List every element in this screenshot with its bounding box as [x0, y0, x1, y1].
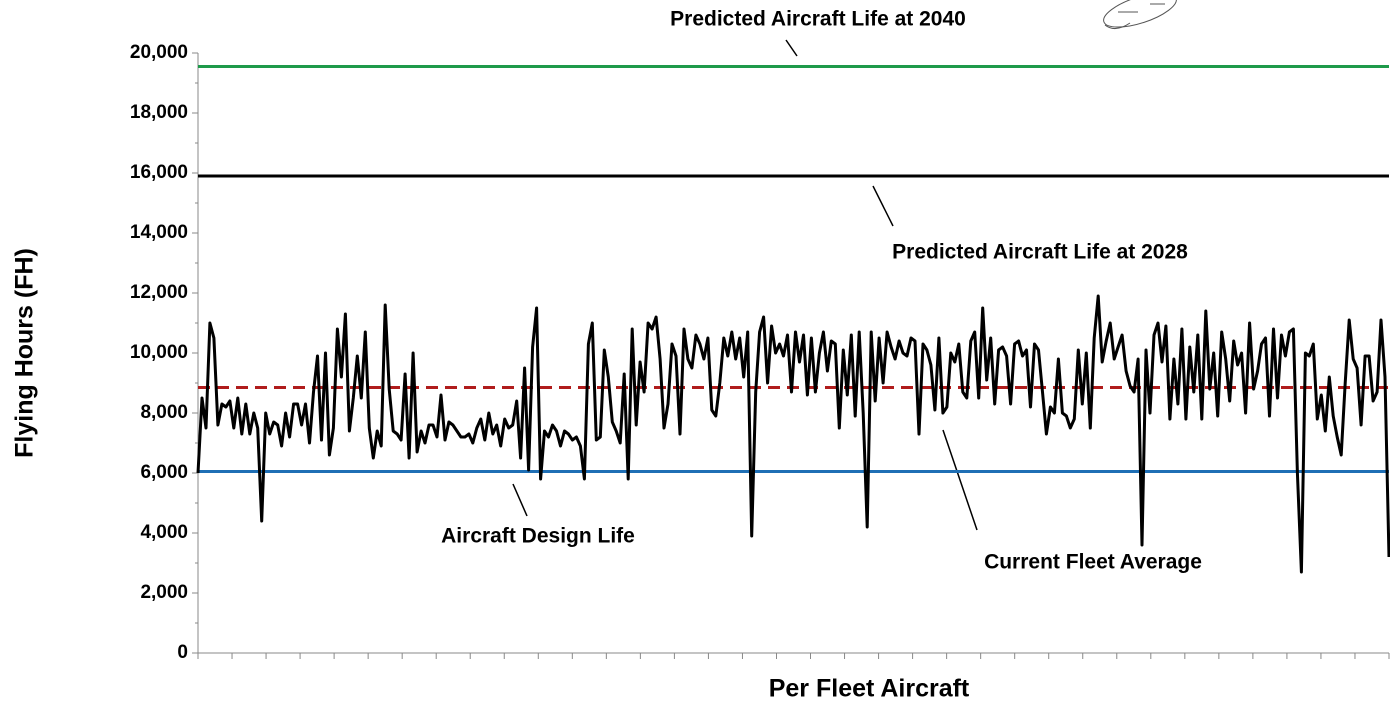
- data-line: [198, 296, 1389, 572]
- page: {"chart_data": {"type": "line", "ylabel"…: [0, 0, 1390, 705]
- annotation: Predicted Aircraft Life at 2028: [892, 241, 1188, 264]
- y-tick-label: 12,000: [130, 282, 188, 303]
- chart: Flying Hours (FH) Per Fleet Aircraft 0 2,…: [0, 0, 1390, 705]
- annotation-leader: [943, 430, 977, 530]
- annotation-leader: [786, 40, 797, 56]
- y-tick-label: 2,000: [140, 582, 188, 603]
- y-axis-title: Flying Hours (FH): [11, 248, 39, 458]
- y-tick-label: 20,000: [130, 42, 188, 63]
- aircraft-sketch: [1100, 0, 1180, 34]
- y-tick-label: 14,000: [130, 222, 188, 243]
- annotation: Current Fleet Average: [984, 551, 1202, 574]
- y-tick-label: 16,000: [130, 162, 188, 183]
- annotation-leader: [873, 186, 893, 226]
- annotation: Predicted Aircraft Life at 2040: [670, 8, 966, 31]
- y-tick-label: 6,000: [140, 462, 188, 483]
- x-axis-title: Per Fleet Aircraft: [769, 675, 970, 703]
- y-tick-label: 18,000: [130, 102, 188, 123]
- annotation: Aircraft Design Life: [441, 525, 635, 548]
- y-tick-label: 10,000: [130, 342, 188, 363]
- annotation-leader: [513, 484, 527, 516]
- y-tick-label: 4,000: [140, 522, 188, 543]
- y-tick-label: 8,000: [140, 402, 188, 423]
- y-tick-label: 0: [177, 642, 188, 663]
